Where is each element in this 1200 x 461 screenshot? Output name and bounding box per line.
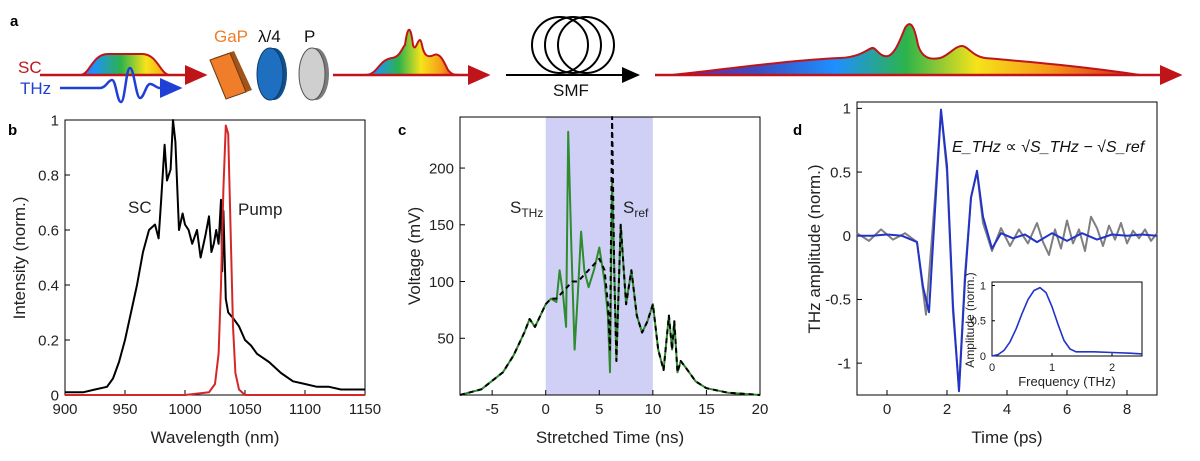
pump-annotation: Pump — [238, 200, 282, 219]
x-tick-label: 0 — [989, 362, 995, 374]
voltage-chart: c -5 0 5 10 15 20 50 100 150 200 Stretched Time … — [398, 116, 769, 447]
modulated-spectrum — [338, 29, 461, 76]
y-tick-label: 1 — [51, 112, 59, 129]
y-tick-label: 0.2 — [38, 332, 59, 349]
y-tick-label: -0.5 — [825, 292, 851, 309]
plot-frame — [64, 119, 366, 396]
panel-label-d: d — [793, 122, 802, 139]
inset-x-axis-title: Frequency (THz) — [1018, 374, 1116, 389]
thz-waveform-chart: d 0 2 4 6 8 -1 -0.5 0 0.5 1 Time (ps) THz amplit… — [793, 101, 1158, 447]
panel-label-a: a — [10, 13, 19, 30]
y-tick-label: 0 — [843, 228, 851, 245]
thz-pulse — [60, 66, 183, 104]
inset-y-axis-title: Amplitude (norm.) — [963, 272, 977, 367]
series-line-filtered — [857, 108, 1158, 393]
polarizer — [298, 47, 329, 101]
y-tick-label: 1 — [843, 101, 851, 118]
smf-label: SMF — [553, 81, 589, 100]
spectrum-chart: b 900 950 1000 1050 1100 1150 00.20.40.60.81 … — [8, 112, 381, 447]
polarizer-label: P — [304, 27, 315, 46]
x-axis-title: Wavelength (nm) — [151, 428, 280, 447]
y-axis-title: Voltage (mV) — [405, 207, 424, 305]
x-tick-label: 2 — [1109, 362, 1115, 374]
schematic-panel: a SC THz GaP λ/4 P — [10, 13, 1183, 104]
x-tick-label: 15 — [698, 401, 715, 418]
y-tick-label: 0.5 — [971, 316, 986, 328]
series-line-sc — [65, 119, 365, 394]
panel-label-b: b — [8, 122, 17, 139]
series-line-spectrum — [991, 286, 1143, 357]
qwp-label: λ/4 — [258, 27, 281, 46]
y-tick-label: 0.6 — [38, 222, 59, 239]
y-tick-label: 0 — [980, 351, 986, 363]
y-tick-label: 100 — [429, 274, 454, 291]
y-tick-label: -1 — [838, 355, 851, 372]
y-tick-label: 150 — [429, 217, 454, 234]
sc-label: SC — [18, 58, 42, 77]
y-tick-label: 0.5 — [830, 164, 851, 181]
x-tick-label: 900 — [52, 401, 77, 418]
plot-frame — [459, 116, 761, 396]
stretched-spectrum — [671, 23, 1141, 76]
x-tick-label: 4 — [1003, 401, 1011, 418]
equation-annotation: E_THz ∝ √S_THz − √S_ref — [952, 139, 1146, 156]
series-line-pump — [65, 124, 365, 396]
gap-label: GaP — [214, 27, 248, 46]
x-axis-title: Stretched Time (ns) — [536, 428, 684, 447]
inset-spectrum-chart: 0 1 2 0 0.5 1 Frequency (THz) Amplitude (nor… — [963, 272, 1143, 389]
x-tick-label: 2 — [943, 401, 951, 418]
x-axis-title: Time (ps) — [971, 428, 1042, 447]
x-tick-label: 1050 — [228, 401, 261, 418]
y-tick-label: 200 — [429, 160, 454, 177]
thz-label: THz — [20, 79, 51, 98]
x-tick-label: -5 — [485, 401, 498, 418]
x-tick-label: 8 — [1123, 401, 1131, 418]
x-tick-label: 950 — [112, 401, 137, 418]
x-tick-label: 1150 — [349, 401, 381, 418]
smf-fiber-coil — [506, 16, 640, 83]
y-tick-label: 0.4 — [38, 277, 59, 294]
x-tick-label: 1 — [1049, 362, 1055, 374]
detection-window — [545, 117, 653, 395]
y-tick-label: 0.8 — [38, 167, 59, 184]
x-tick-label: 10 — [645, 401, 662, 418]
sc-input-spectrum — [52, 53, 190, 76]
y-tick-label: 0 — [51, 387, 59, 404]
panel-label-c: c — [398, 122, 406, 139]
x-tick-label: 0 — [542, 401, 550, 418]
s-thz-annotation: STHz — [510, 198, 543, 220]
x-tick-label: 6 — [1063, 401, 1071, 418]
x-tick-label: 1100 — [289, 401, 321, 418]
x-tick-label: 20 — [752, 401, 769, 418]
sc-annotation: SC — [128, 198, 152, 217]
x-tick-label: 1000 — [168, 401, 201, 418]
x-tick-label: 0 — [883, 401, 891, 418]
gap-crystal — [209, 51, 252, 100]
series-line-measured — [856, 109, 1158, 390]
x-tick-label: 5 — [595, 401, 603, 418]
y-axis-title: THz amplitude (norm.) — [805, 164, 824, 333]
y-axis-title: Intensity (norm.) — [10, 197, 29, 320]
s-ref-annotation: Sref — [623, 198, 649, 220]
series-line-s-ref — [459, 116, 761, 396]
y-tick-label: 1 — [980, 280, 986, 292]
quarter-wave-plate — [256, 47, 287, 101]
y-tick-label: 50 — [437, 331, 454, 348]
